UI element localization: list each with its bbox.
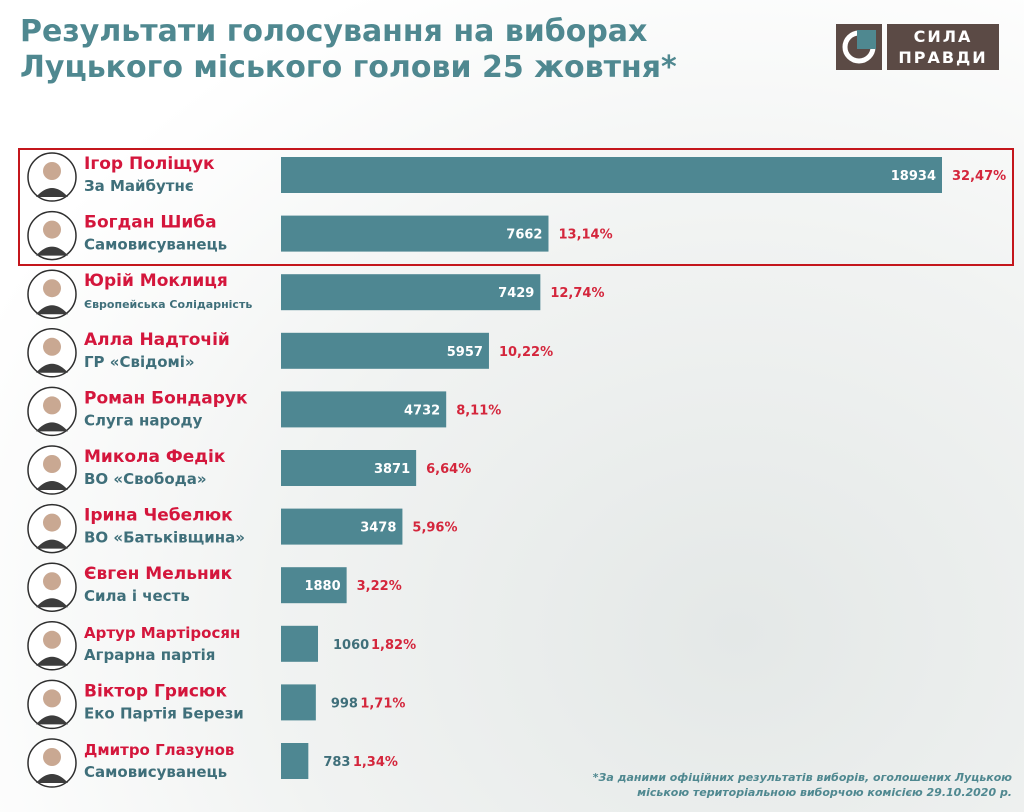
candidate-name: Роман Бондарук bbox=[84, 388, 248, 408]
footnote: *За даними офіційних результатів виборів… bbox=[593, 770, 1012, 800]
vote-percent-label: 1,82% bbox=[371, 638, 416, 653]
candidate-party: Аграрна партія bbox=[84, 646, 215, 664]
candidate-photo bbox=[27, 738, 77, 788]
vote-bar bbox=[281, 215, 549, 252]
candidate-name: Артур Мартіросян bbox=[84, 624, 240, 642]
candidate-name: Ігор Поліщук bbox=[84, 154, 215, 174]
candidate-party: Самовисуванець bbox=[84, 236, 227, 254]
candidate-photo bbox=[27, 386, 77, 437]
vote-bar bbox=[281, 684, 316, 721]
vote-bar bbox=[281, 567, 347, 604]
candidate-row: Віктор Грисюк Еко Партія Берези 998 1,71% bbox=[27, 679, 405, 730]
vote-percent-label: 6,64% bbox=[426, 462, 471, 477]
candidate-row: Євген Мельник Сила і честь 1880 3,22% bbox=[27, 562, 402, 612]
candidate-row: Алла Надточій ГР «Свідомі» 5957 10,22% bbox=[27, 328, 553, 378]
vote-bar bbox=[281, 508, 403, 545]
vote-percent-label: 5,96% bbox=[412, 521, 457, 536]
candidate-name: Євген Мельник bbox=[84, 564, 233, 584]
vote-bar bbox=[281, 625, 319, 662]
vote-percent-label: 3,22% bbox=[357, 579, 402, 594]
vote-count-label: 783 bbox=[323, 755, 350, 770]
candidate-photo bbox=[27, 621, 77, 671]
candidate-party: ГР «Свідомі» bbox=[84, 353, 195, 371]
candidate-party: Європейська Солідарність bbox=[84, 298, 252, 311]
candidate-photo bbox=[27, 562, 77, 612]
candidate-photo bbox=[27, 152, 77, 202]
candidate-name: Микола Федік bbox=[84, 447, 226, 467]
candidate-row: Юрій Моклиця Європейська Солідарність 7429… bbox=[27, 269, 605, 319]
vote-percent-label: 8,11% bbox=[456, 403, 501, 418]
vote-bar bbox=[281, 743, 309, 779]
candidate-photo bbox=[27, 445, 77, 495]
vote-bar bbox=[281, 274, 541, 311]
vote-count-label: 7429 bbox=[498, 286, 534, 301]
title-line-2: Луцького міського голови 25 жовтня* bbox=[20, 50, 677, 85]
candidate-party: Самовисуванець bbox=[84, 763, 227, 781]
vote-percent-label: 10,22% bbox=[499, 345, 553, 360]
vote-count-label: 998 bbox=[331, 696, 358, 711]
candidate-name: Дмитро Глазунов bbox=[84, 741, 234, 759]
vote-percent-label: 1,34% bbox=[353, 755, 398, 770]
logo-line-1: СИЛА bbox=[913, 27, 973, 46]
candidate-name: Богдан Шиба bbox=[84, 213, 217, 233]
vote-count-label: 1880 bbox=[304, 579, 340, 594]
candidate-photo bbox=[27, 269, 77, 319]
footnote-line-1: *За даними офіційних результатів виборів… bbox=[592, 771, 1012, 784]
candidate-party: Сила і честь bbox=[84, 587, 190, 605]
vote-count-label: 5957 bbox=[447, 345, 483, 360]
logo-wordmark: СИЛА ПРАВДИ bbox=[887, 24, 999, 70]
vote-bar bbox=[281, 157, 942, 193]
vote-percent-label: 32,47% bbox=[952, 169, 1006, 184]
candidate-name: Віктор Грисюк bbox=[84, 681, 227, 701]
vote-count-label: 3871 bbox=[374, 462, 410, 477]
vote-percent-label: 12,74% bbox=[550, 286, 604, 301]
candidate-photo bbox=[27, 210, 77, 261]
candidate-row: Ігор Поліщук За Майбутнє 18934 32,47% bbox=[27, 152, 1006, 202]
vote-count-label: 1060 bbox=[333, 638, 369, 653]
footnote-line-2: міською територіальною виборчою комісією… bbox=[637, 786, 1012, 799]
candidate-photo bbox=[27, 679, 77, 730]
candidate-party: ВО «Батьківщина» bbox=[84, 529, 245, 547]
candidate-party: За Майбутнє bbox=[84, 177, 194, 195]
candidate-photo bbox=[27, 503, 77, 554]
vote-count-label: 4732 bbox=[404, 403, 440, 418]
logo-line-2: ПРАВДИ bbox=[898, 48, 988, 67]
vote-count-label: 3478 bbox=[360, 521, 396, 536]
vote-count-label: 7662 bbox=[506, 228, 542, 243]
title-line-1: Результати голосування на виборах bbox=[20, 14, 648, 49]
candidate-party: ВО «Свобода» bbox=[84, 470, 207, 488]
vote-bar bbox=[281, 391, 447, 428]
candidate-party: Слуга народу bbox=[84, 411, 203, 429]
chart-title: Результати голосування на виборах Луцько… bbox=[20, 14, 677, 86]
sila-pravdy-logo: СИЛА ПРАВДИ bbox=[836, 24, 1001, 70]
vote-bar bbox=[281, 450, 417, 486]
vote-percent-label: 13,14% bbox=[558, 228, 612, 243]
candidate-row: Ірина Чебелюк ВО «Батьківщина» 3478 5,96% bbox=[27, 503, 458, 554]
vote-bar bbox=[281, 332, 489, 369]
candidate-row: Роман Бондарук Слуга народу 4732 8,11% bbox=[27, 386, 501, 437]
top-two-highlight-frame bbox=[18, 148, 1014, 266]
candidate-row: Микола Федік ВО «Свобода» 3871 6,64% bbox=[27, 445, 471, 495]
candidate-photo bbox=[27, 328, 77, 378]
candidate-party: Еко Партія Берези bbox=[84, 704, 244, 722]
candidate-row: Богдан Шиба Самовисуванець 7662 13,14% bbox=[27, 210, 613, 261]
sila-pravdy-logo-icon bbox=[836, 24, 882, 70]
candidate-row: Дмитро Глазунов Самовисуванець 783 1,34% bbox=[27, 738, 398, 788]
candidate-name: Ірина Чебелюк bbox=[84, 506, 233, 526]
candidate-row: Артур Мартіросян Аграрна партія 1060 1,82% bbox=[27, 621, 416, 671]
candidate-name: Алла Надточій bbox=[84, 330, 230, 350]
candidate-name: Юрій Моклиця bbox=[84, 271, 228, 291]
vote-count-label: 18934 bbox=[891, 169, 936, 184]
vote-percent-label: 1,71% bbox=[360, 696, 405, 711]
